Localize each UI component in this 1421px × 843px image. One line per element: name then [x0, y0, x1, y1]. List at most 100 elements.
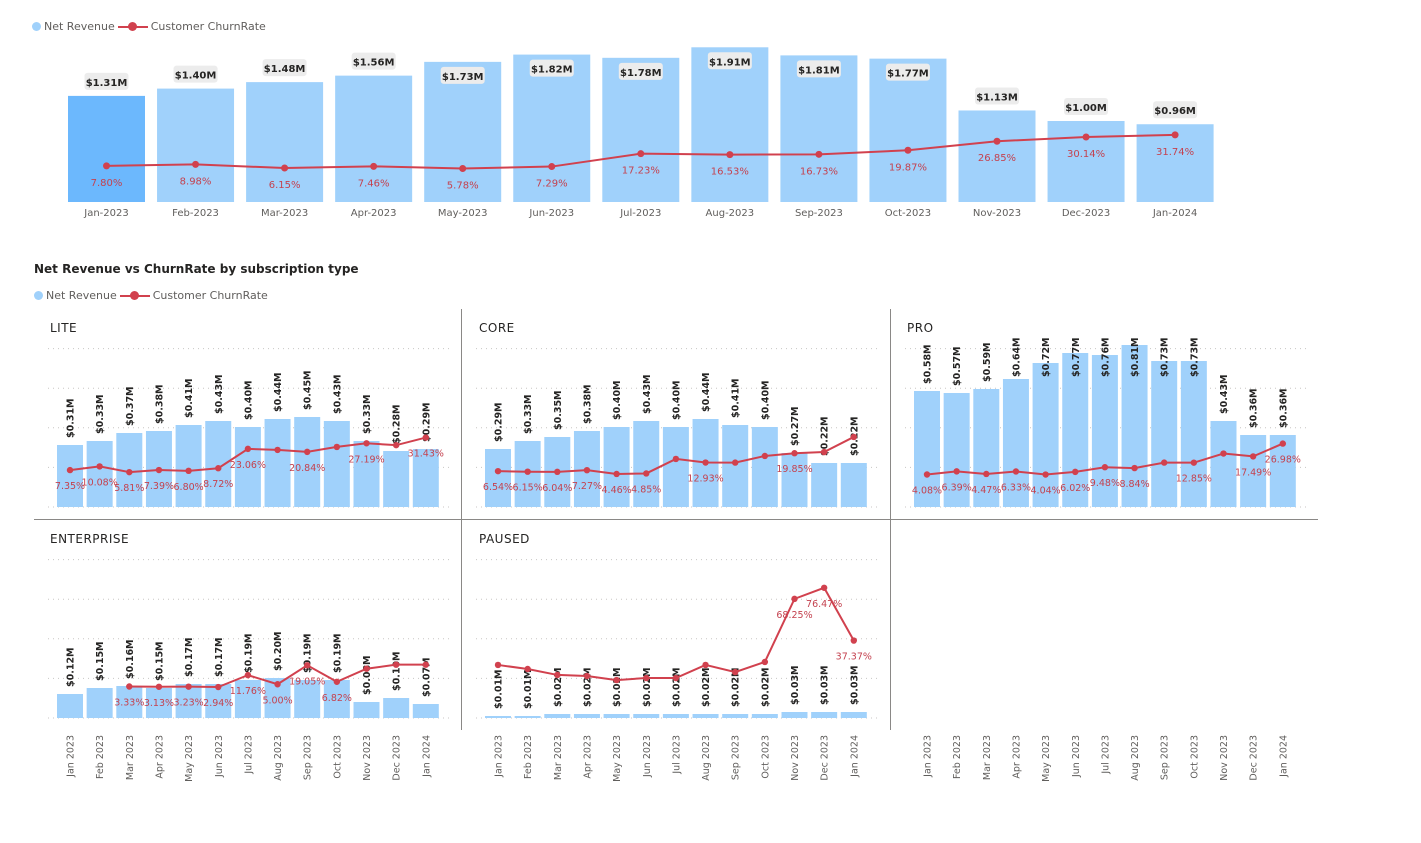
- revenue-data-label: $1.73M: [442, 72, 484, 83]
- revenue-data-label: $0.57M: [952, 346, 963, 386]
- net-revenue-legend-icon: [34, 291, 43, 300]
- churn-point: [103, 162, 110, 170]
- churn-point: [524, 665, 531, 673]
- revenue-bar: [811, 712, 838, 718]
- churn-point: [554, 468, 561, 476]
- churn-data-label: 2.94%: [203, 698, 233, 709]
- revenue-label-box: [529, 59, 574, 77]
- revenue-data-label: $1.31M: [86, 78, 128, 89]
- revenue-data-label: $0.08M: [362, 655, 373, 695]
- churn-point: [304, 448, 311, 456]
- churn-data-label: 6.04%: [542, 483, 572, 494]
- revenue-data-label: $0.40M: [671, 380, 682, 420]
- revenue-label-box: [1064, 98, 1109, 115]
- x-axis-tick-label: Sep 2023: [731, 735, 742, 780]
- revenue-bar: [781, 453, 808, 507]
- revenue-data-label: $1.56M: [353, 58, 395, 69]
- revenue-label-box: [796, 60, 841, 78]
- revenue-data-label: $1.78M: [620, 68, 662, 79]
- churn-data-label: 7.39%: [144, 481, 174, 492]
- churn-point: [1131, 464, 1138, 472]
- churn-data-label: 3.13%: [144, 698, 174, 709]
- x-axis-tick-label: Aug-2023: [706, 208, 755, 219]
- churn-point: [1249, 453, 1257, 460]
- revenue-data-label: $0.19M: [243, 633, 254, 673]
- revenue-data-label: $0.41M: [184, 378, 195, 418]
- churn-data-label: 9.48%: [1090, 478, 1120, 489]
- revenue-bar: [57, 445, 83, 507]
- revenue-bar: [234, 427, 261, 507]
- revenue-bar: [1002, 379, 1029, 507]
- churn-data-label: 16.53%: [711, 167, 749, 178]
- revenue-data-label: $0.01M: [523, 669, 534, 709]
- revenue-data-label: $0.43M: [332, 374, 343, 414]
- churn-data-label: 6.33%: [1001, 482, 1031, 493]
- churn-point: [392, 441, 400, 449]
- revenue-data-label: $0.15M: [154, 641, 165, 681]
- churn-data-label: 4.08%: [912, 485, 942, 496]
- revenue-data-label: $1.40M: [175, 71, 217, 82]
- churn-point: [993, 137, 1001, 145]
- churn-data-label: 4.47%: [971, 485, 1001, 496]
- x-axis-tick-label: Jun 2023: [642, 735, 653, 778]
- revenue-bar: [246, 82, 324, 202]
- revenue-bar: [603, 427, 630, 507]
- churn-data-label: 68.25%: [776, 610, 812, 621]
- panel-title-core: CORE: [479, 321, 515, 335]
- x-axis-tick-label: Mar 2023: [982, 735, 993, 780]
- x-axis-tick-label: May-2023: [438, 208, 488, 219]
- revenue-data-label: $0.16M: [125, 639, 136, 679]
- revenue-bar: [691, 47, 769, 202]
- churn-point: [1279, 440, 1287, 447]
- revenue-bar: [662, 714, 689, 718]
- panel-title-pro: PRO: [907, 321, 934, 335]
- revenue-bar: [485, 449, 511, 507]
- x-axis-tick-label: Aug 2023: [1130, 735, 1141, 781]
- churn-point: [548, 163, 556, 171]
- churn-point: [1012, 468, 1020, 475]
- revenue-data-label: $0.44M: [701, 372, 712, 412]
- revenue-bar: [323, 680, 350, 718]
- revenue-data-label: $0.64M: [1011, 337, 1022, 377]
- revenue-data-label: $0.19M: [303, 633, 314, 673]
- x-axis-tick-label: Mar 2023: [125, 735, 136, 780]
- x-axis-tick-label: Feb-2023: [172, 208, 219, 219]
- churn-data-label: 3.33%: [114, 698, 144, 709]
- churn-point: [732, 668, 739, 676]
- revenue-bar: [1121, 345, 1148, 507]
- panel-title-lite: LITE: [50, 321, 78, 335]
- churn-data-label: 7.29%: [536, 179, 568, 190]
- churn-point: [363, 665, 370, 672]
- x-axis-tick-label: Dec 2023: [1249, 735, 1260, 781]
- churn-data-label: 4.04%: [1031, 486, 1061, 497]
- x-axis-tick-label: Aug 2023: [273, 735, 284, 781]
- revenue-data-label: $0.43M: [1219, 374, 1230, 414]
- revenue-data-label: $0.28M: [392, 404, 403, 444]
- churn-point: [422, 434, 429, 441]
- revenue-data-label: $0.03M: [790, 665, 801, 705]
- revenue-bar: [294, 417, 321, 507]
- revenue-data-label: $0.35M: [553, 390, 564, 430]
- revenue-bar: [116, 686, 143, 718]
- revenue-data-label: $0.29M: [421, 402, 432, 442]
- revenue-bar: [692, 714, 719, 718]
- revenue-label-box: [707, 52, 752, 70]
- x-axis-tick-label: Nov 2023: [1219, 735, 1230, 781]
- churn-point: [815, 150, 823, 158]
- churn-data-label: 20.84%: [289, 463, 325, 474]
- churn-data-label: 11.76%: [230, 686, 266, 697]
- x-axis-tick-label: Feb 2023: [523, 735, 534, 779]
- x-axis-tick-label: Feb 2023: [95, 735, 106, 779]
- legend-churn: Customer ChurnRate: [152, 289, 268, 302]
- churn-data-label: 7.27%: [572, 481, 602, 492]
- churn-data-label: 6.15%: [269, 180, 301, 191]
- x-axis-tick-label: Jun 2023: [214, 735, 225, 778]
- churn-data-label: 8.84%: [1119, 479, 1149, 490]
- churn-point: [126, 683, 133, 690]
- revenue-data-label: $0.02M: [612, 667, 623, 707]
- revenue-data-label: $1.81M: [798, 65, 840, 76]
- churn-point: [155, 466, 163, 474]
- revenue-data-label: $0.03M: [849, 665, 860, 705]
- x-axis-tick-label: Dec-2023: [1062, 208, 1110, 219]
- revenue-bar: [780, 55, 858, 202]
